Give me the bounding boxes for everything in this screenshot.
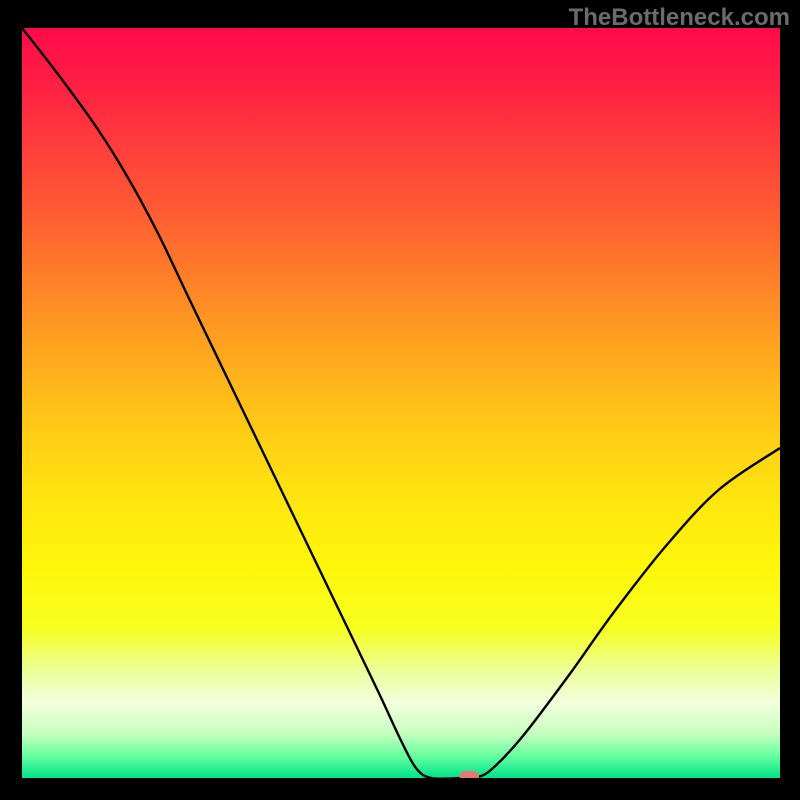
- watermark-label: TheBottleneck.com: [569, 4, 790, 32]
- bottleneck-curve: [22, 28, 780, 778]
- optimal-marker: [459, 771, 479, 778]
- curve-layer: [22, 28, 780, 778]
- plot-area: [22, 28, 780, 778]
- watermark-text: TheBottleneck.com: [569, 4, 790, 31]
- chart-container: TheBottleneck.com: [0, 0, 800, 800]
